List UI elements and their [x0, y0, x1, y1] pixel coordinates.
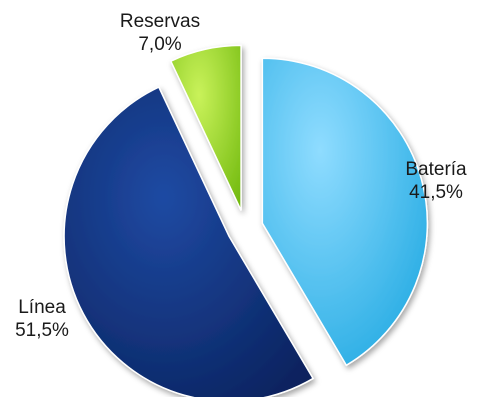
slice-label-bateria: Batería 41,5%: [386, 158, 477, 204]
slice-value-linea: 51,5%: [15, 320, 69, 341]
pie-slice-reservas: [169, 44, 242, 211]
slice-name-reservas: Reservas: [119, 11, 201, 32]
slice-value-bateria: 41,5%: [409, 182, 463, 203]
slice-label-linea: Línea 51,5%: [0, 296, 92, 342]
slice-name-bateria: Batería: [405, 159, 467, 180]
slice-label-reservas: Reservas 7,0%: [105, 10, 215, 56]
slice-name-linea: Línea: [18, 297, 66, 318]
pie-slice-linea: [63, 86, 315, 397]
pie-slice-bateria: [261, 57, 429, 367]
slice-value-reservas: 7,0%: [138, 34, 182, 55]
